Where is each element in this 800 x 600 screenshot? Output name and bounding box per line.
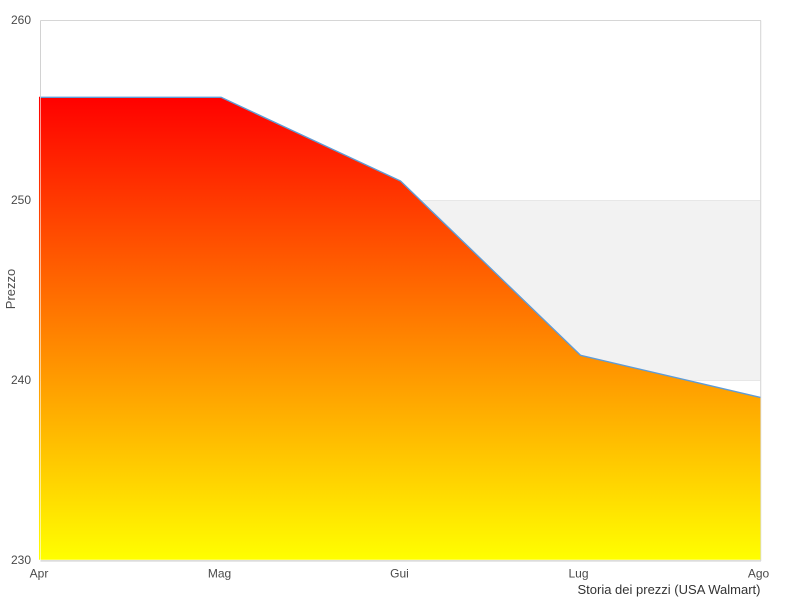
svg-text:240: 240 [11, 373, 31, 387]
svg-text:260: 260 [11, 13, 31, 27]
svg-text:250: 250 [11, 193, 31, 207]
svg-text:Lug: Lug [568, 567, 588, 581]
svg-text:Mag: Mag [208, 567, 231, 581]
svg-text:Prezzo: Prezzo [3, 269, 18, 309]
svg-text:230: 230 [11, 553, 31, 567]
svg-text:Storia dei prezzi (USA Walmart: Storia dei prezzi (USA Walmart) [577, 582, 760, 597]
svg-text:Gui: Gui [390, 567, 409, 581]
svg-text:Apr: Apr [30, 567, 49, 581]
svg-text:Ago: Ago [748, 567, 770, 581]
